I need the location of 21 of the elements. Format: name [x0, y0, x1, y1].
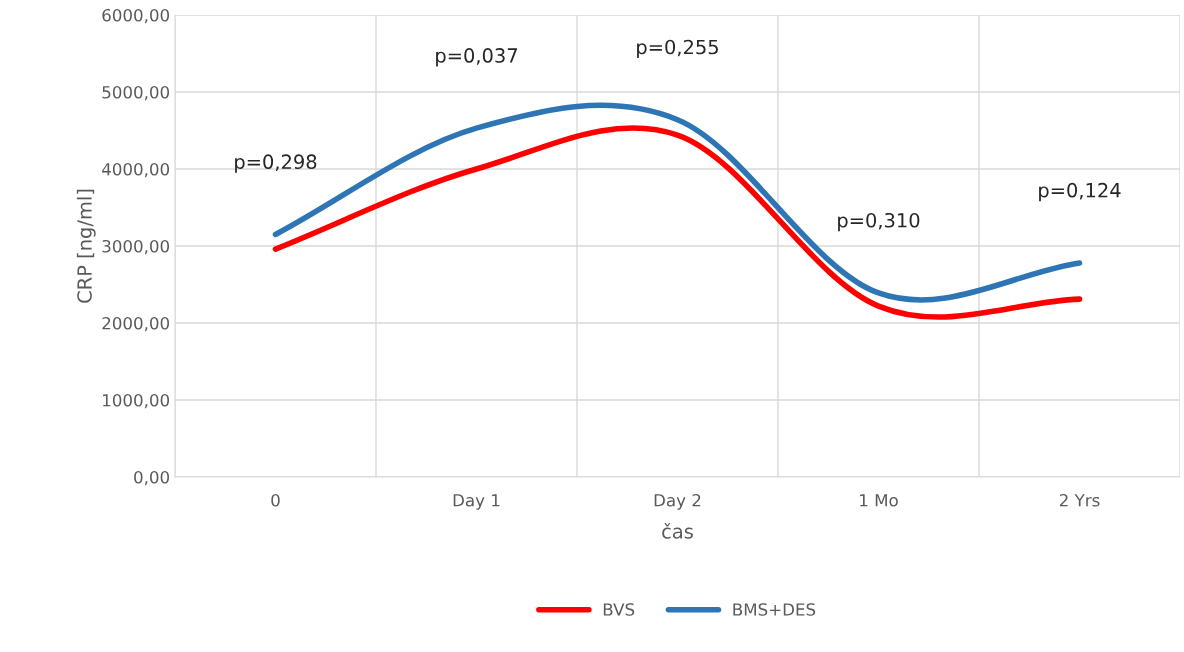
y-tick-label: 1000,00 [103, 393, 170, 409]
annotation: p=0,310 [838, 212, 920, 232]
annotation: p=0,037 [436, 48, 517, 67]
x-axis-title: čas [662, 522, 693, 539]
legend-label: BMS+DES [733, 603, 816, 616]
x-tick-label: 2 Yrs [1059, 493, 1100, 507]
x-tick-label: 0 [271, 493, 280, 507]
x-tick-label: Day 1 [453, 494, 500, 510]
x-tick-label: Day 2 [654, 493, 701, 510]
y-tick-label: 5000,00 [102, 85, 170, 101]
annotation: p=0,298 [235, 154, 317, 173]
y-tick-label: 4000,00 [102, 162, 170, 178]
y-tick-label: 6000,00 [102, 8, 170, 24]
y-tick-label: 0,00 [134, 470, 170, 486]
annotation: p=0,255 [637, 39, 718, 59]
y-axis-title: CRP [ng/ml] [76, 189, 96, 303]
legend-label: BVS [603, 603, 635, 616]
y-tick-label: 3000,00 [102, 239, 170, 255]
annotation: p=0,124 [1039, 182, 1121, 202]
y-tick-label: 2000,00 [102, 316, 170, 332]
x-tick-label: 1 Mo [860, 494, 898, 507]
